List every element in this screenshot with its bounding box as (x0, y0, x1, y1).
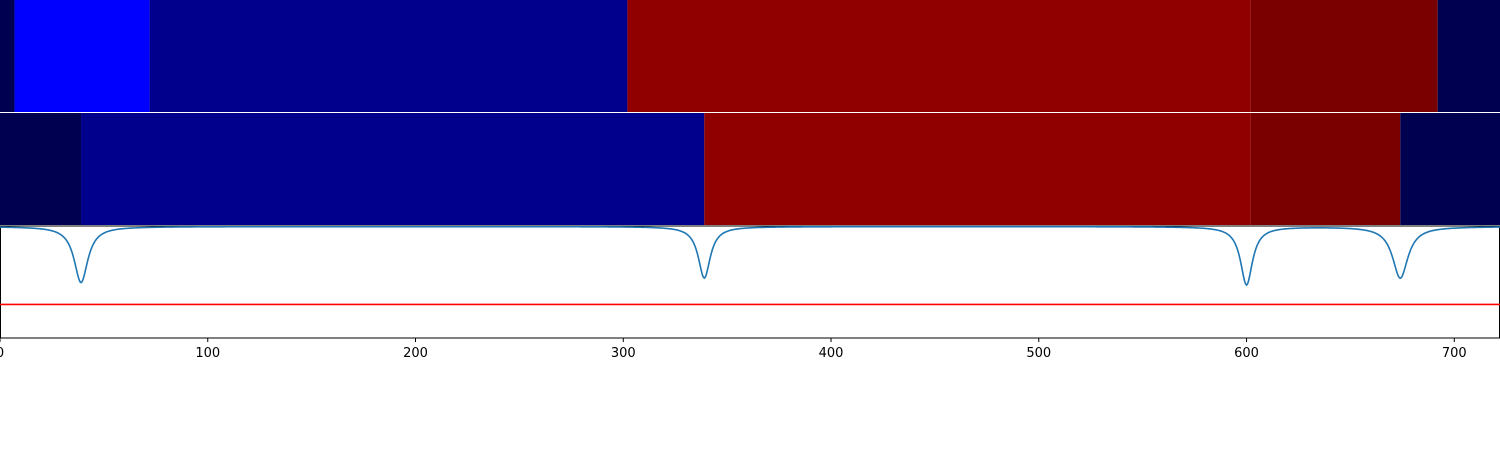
series-line (0, 226, 1500, 287)
x-tick-label: 400 (819, 346, 844, 361)
x-tick-label: 100 (195, 346, 220, 361)
heatmap-middle-segment-3 (1250, 113, 1401, 225)
x-axis: 0 100 200 300 400 500 600 700 (0, 338, 1467, 361)
panel-separator (0, 112, 1500, 113)
heatmap-middle-segment-1 (81, 113, 705, 225)
heatmap-top-segment-3 (627, 0, 1251, 112)
heatmap-top-segment-2 (149, 0, 628, 112)
heatmap-panel-middle (0, 112, 1500, 225)
heatmap-top-segment-1 (14, 0, 150, 112)
line-panel (0, 225, 1500, 339)
x-tick-label: 700 (1442, 346, 1467, 361)
x-tick-label: 0 (0, 346, 4, 361)
heatmap-top-segment-5 (1437, 0, 1500, 112)
x-tick-label: 500 (1026, 346, 1051, 361)
x-tick-label: 200 (403, 346, 428, 361)
line-panel-frame (0, 225, 1500, 339)
heatmap-panel-top (0, 0, 1500, 112)
x-tick-label: 600 (1234, 346, 1259, 361)
heatmap-top-segment-0 (0, 0, 15, 112)
heatmap-middle-segment-4 (1400, 113, 1500, 225)
heatmap-middle-segment-2 (704, 113, 1251, 225)
heatmap-middle-segment-0 (0, 113, 82, 225)
x-tick-label: 300 (611, 346, 636, 361)
heatmap-top-segment-4 (1250, 0, 1438, 112)
